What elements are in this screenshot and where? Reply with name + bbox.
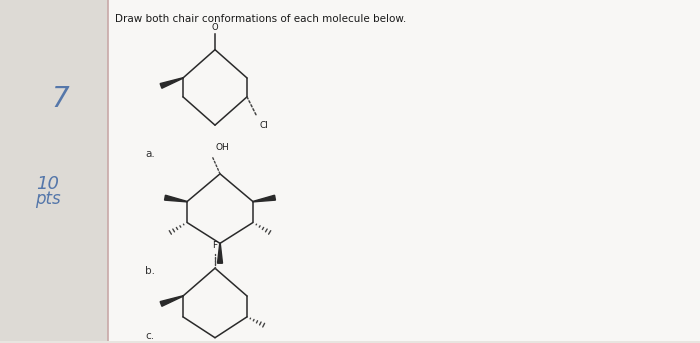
Polygon shape — [160, 296, 183, 306]
Text: b.: b. — [145, 266, 155, 276]
Polygon shape — [164, 195, 187, 202]
Bar — [108, 0, 700, 341]
Text: 10: 10 — [36, 175, 60, 193]
Text: O: O — [211, 23, 218, 32]
Text: F: F — [212, 241, 218, 250]
Text: 7: 7 — [51, 85, 69, 113]
Polygon shape — [218, 243, 223, 263]
Text: OH: OH — [216, 143, 230, 152]
Text: pts: pts — [35, 190, 61, 208]
Text: c.: c. — [145, 331, 154, 341]
Text: Cl: Cl — [259, 121, 268, 130]
Text: a.: a. — [145, 149, 155, 159]
Polygon shape — [160, 78, 183, 88]
Text: Draw both chair conformations of each molecule below.: Draw both chair conformations of each mo… — [115, 14, 406, 24]
Bar — [0, 0, 108, 341]
Polygon shape — [253, 195, 275, 202]
